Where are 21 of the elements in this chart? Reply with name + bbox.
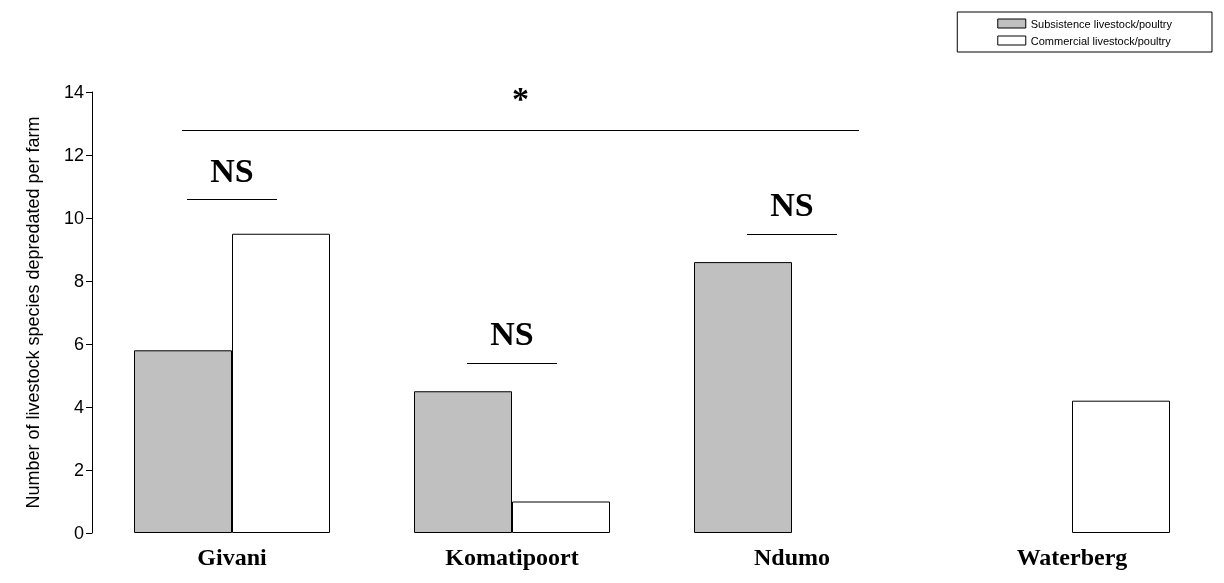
y-tick-label: 10 — [63, 208, 84, 228]
x-tick-label: Givani — [197, 544, 267, 570]
annotation: * — [511, 80, 529, 118]
legend-label: Subsistence livestock/poultry — [1030, 17, 1173, 30]
annotation: NS — [490, 315, 534, 353]
annotation: NS — [210, 151, 254, 189]
x-tick-label: Waterberg — [1016, 544, 1128, 570]
legend-label: Commercial livestock/poultry — [1030, 34, 1172, 47]
y-tick-label: 8 — [73, 271, 84, 291]
y-tick-label: 12 — [63, 145, 84, 165]
x-tick-label: Ndumo — [753, 544, 831, 570]
y-tick-label: 0 — [73, 523, 84, 543]
y-tick-label: 2 — [73, 460, 84, 480]
y-tick-label: 14 — [63, 82, 84, 102]
y-axis-title: Number of livestock species depredated per farm — [23, 116, 43, 509]
y-tick-label: 4 — [73, 397, 84, 417]
bar — [694, 262, 792, 533]
y-tick-label: 6 — [73, 334, 84, 354]
bar — [1072, 400, 1170, 533]
x-tick-label: Komatipoort — [445, 544, 579, 570]
annotation: NS — [770, 186, 814, 224]
